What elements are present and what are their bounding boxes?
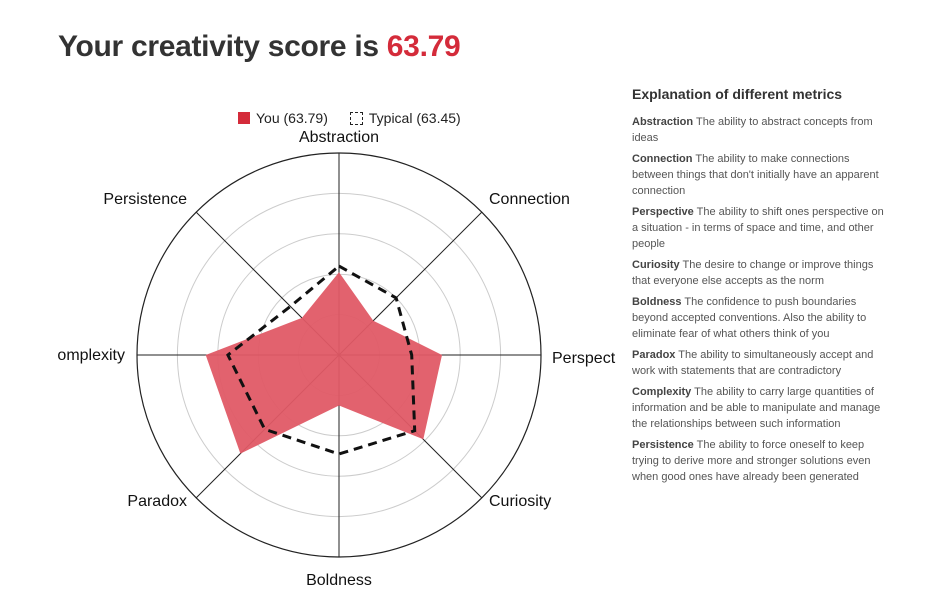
metric-name: Abstraction (632, 116, 694, 128)
metric-name: Paradox (632, 349, 676, 361)
legend-label-typical: Typical (63.45) (368, 110, 461, 126)
metric-name: Curiosity (632, 259, 680, 271)
metric-desc: The ability to shift ones perspective on… (632, 206, 884, 250)
metric-desc: The confidence to push boundaries beyond… (632, 296, 867, 340)
axis-label: Curiosity (489, 493, 551, 510)
legend-label-you: You (63.79) (256, 110, 328, 126)
metric-connection: Connection The ability to make connectio… (632, 151, 888, 199)
series-area-you (205, 272, 442, 454)
outer-ring (136, 152, 542, 558)
metric-desc: The ability to force oneself to keep try… (632, 439, 871, 483)
metric-desc: The ability to carry large quantities of… (632, 386, 881, 430)
axis-label: Boldness (306, 572, 372, 589)
metric-complexity: Complexity The ability to carry large qu… (632, 384, 888, 432)
chart-legend: You (63.79) Typical (63.45) (238, 110, 461, 126)
metric-abstraction: Abstraction The ability to abstract conc… (632, 114, 888, 146)
metric-persistence: Persistence The ability to force oneself… (632, 437, 888, 485)
explanation-title: Explanation of different metrics (632, 86, 843, 102)
radar-chart: Abstraction Connection Perspect Curiosity Bo… (0, 100, 620, 600)
metric-paradox: Paradox The ability to simultaneously ac… (632, 347, 888, 379)
title-prefix: Your creativity score is (58, 30, 379, 63)
page-title: Your creativity score is 63.79 (58, 30, 461, 64)
legend-swatch-you (238, 112, 250, 124)
axis-label: Persistence (103, 191, 187, 208)
metric-boldness: Boldness The confidence to push boundari… (632, 294, 888, 342)
metric-desc: The ability to simultaneously accept and… (632, 349, 874, 377)
legend-swatch-typical (349, 111, 363, 125)
metric-name: Boldness (632, 296, 682, 308)
metric-name: Persistence (632, 439, 694, 451)
metrics-explanation-panel: Explanation of different metrics Abstrac… (632, 86, 888, 490)
metric-desc: The ability to make connections between … (632, 153, 879, 197)
axis-label: Perspect (552, 350, 616, 367)
metric-curiosity: Curiosity The desire to change or improv… (632, 257, 888, 289)
legend-item-you[interactable]: You (63.79) (238, 110, 328, 126)
legend-item-typical[interactable]: Typical (63.45) (349, 110, 461, 126)
axis-label: Connection (489, 191, 570, 208)
metric-name: Complexity (632, 386, 692, 398)
radar-svg: Abstraction Connection Perspect Curiosity Bo… (57, 129, 616, 589)
metric-desc: The desire to change or improve things t… (632, 259, 874, 287)
score-value: 63.79 (386, 30, 461, 63)
metric-desc: The ability to abstract concepts from id… (632, 116, 873, 144)
metric-perspective: Perspective The ability to shift ones pe… (632, 204, 888, 252)
axis-label: Abstraction (299, 129, 379, 146)
axis-label: omplexity (57, 347, 125, 364)
metric-name: Connection (632, 153, 693, 165)
axis-label: Paradox (127, 493, 187, 510)
metric-name: Perspective (632, 206, 694, 218)
